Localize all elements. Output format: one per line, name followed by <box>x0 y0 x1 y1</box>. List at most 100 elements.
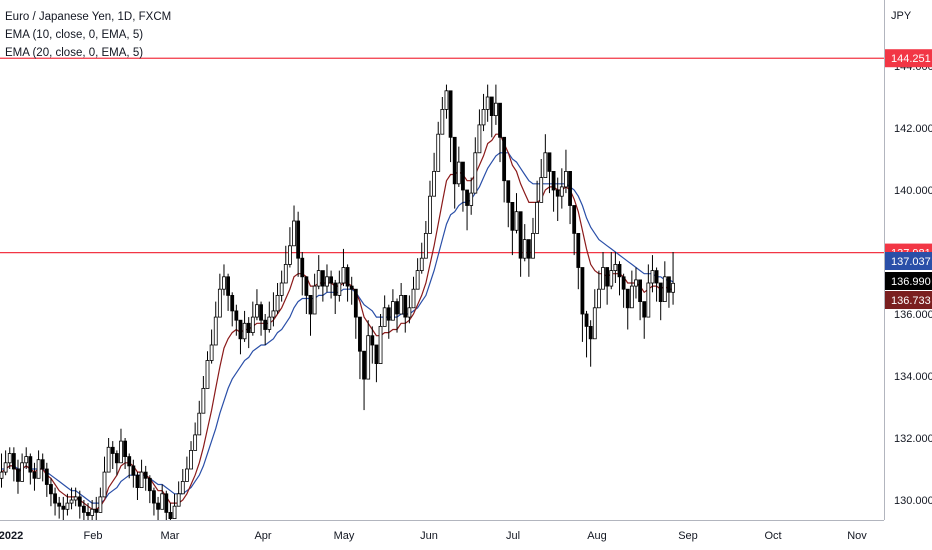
candle-body-down <box>658 282 663 303</box>
candle-body-up <box>250 316 255 334</box>
candle <box>143 465 148 491</box>
candle-body-down <box>320 270 325 287</box>
candle-body-up <box>531 232 535 259</box>
candle-body-down <box>143 471 148 479</box>
candle <box>473 137 478 194</box>
candle <box>349 276 354 305</box>
candle <box>20 453 25 482</box>
horizontal-lines[interactable] <box>0 57 884 254</box>
candle <box>461 161 465 212</box>
ema10-legend[interactable]: EMA (10, close, 0, EMA, 5) <box>5 29 144 41</box>
x-tick-label: 2022 <box>0 530 23 542</box>
candle-body-up <box>411 288 416 309</box>
candle <box>147 475 152 504</box>
candle <box>325 264 329 293</box>
candle <box>242 310 247 342</box>
candle-body-down <box>588 325 593 340</box>
y-tick-label: 142.000 <box>894 123 932 135</box>
candle <box>82 500 86 520</box>
candle <box>57 496 62 519</box>
candle-body-up <box>535 201 539 234</box>
candle <box>28 453 33 485</box>
candle-body-down <box>135 474 140 489</box>
candle-body-up <box>597 288 601 309</box>
candle <box>135 472 140 500</box>
candle <box>539 159 544 203</box>
candle-body-up <box>279 282 284 296</box>
ema20-line <box>1 152 674 504</box>
symbol-title[interactable]: Euro / Japanese Yen, 1D, FXCM <box>5 11 172 23</box>
candle <box>16 459 20 494</box>
ema20-layer <box>1 152 674 504</box>
candle <box>370 326 375 364</box>
candle-body-up <box>255 304 259 318</box>
candle <box>366 320 371 380</box>
candle <box>638 279 642 321</box>
candle-body-up <box>189 449 193 470</box>
candle <box>601 252 605 290</box>
candle-body-up <box>662 276 667 302</box>
candle-body-down <box>114 453 119 464</box>
candle <box>568 170 572 225</box>
x-tick-label: Jun <box>420 530 438 542</box>
candle-body-down <box>123 440 127 458</box>
candle <box>634 267 638 299</box>
candle <box>333 279 338 314</box>
candle <box>337 270 342 302</box>
candle-body-down <box>576 232 581 268</box>
candle-body-up <box>102 471 107 498</box>
candle <box>576 232 581 290</box>
candle-body-up <box>217 288 222 318</box>
candle-body-down <box>32 471 37 479</box>
candle <box>518 211 523 277</box>
candle-body-down <box>77 496 82 507</box>
candle-body-down <box>246 322 251 333</box>
x-axis-ticks[interactable]: 2022 Feb Mar Apr May Jun Jul Aug Sep Oct Nov <box>0 530 867 542</box>
candle-body-down <box>82 505 86 513</box>
candle <box>3 450 8 476</box>
candle-body-up <box>522 239 527 259</box>
candle-body-down <box>226 276 231 296</box>
candle-body-up <box>428 195 432 234</box>
candle-body-down <box>345 267 350 287</box>
candle-body-down <box>263 319 268 330</box>
candle-body-up <box>287 245 292 265</box>
x-tick-label: Oct <box>764 530 781 542</box>
candle <box>390 289 395 321</box>
candle <box>184 456 189 482</box>
candle-body-up <box>3 462 8 473</box>
candle <box>358 316 362 380</box>
candle-body-up <box>366 335 371 380</box>
price-tag <box>885 272 932 290</box>
candle <box>428 180 432 234</box>
ema20-legend[interactable]: EMA (20, close, 0, EMA, 5) <box>5 47 144 59</box>
candle-body-down <box>386 307 391 321</box>
candle <box>481 93 486 132</box>
candle-body-up <box>629 285 634 309</box>
candle <box>382 295 387 327</box>
candle-body-up <box>283 263 288 284</box>
candle <box>535 180 539 234</box>
candle-body-down <box>304 276 309 296</box>
candle-body-up <box>0 471 4 479</box>
candle-body-down <box>452 136 457 185</box>
candle-body-up <box>275 294 280 312</box>
candle-body-up <box>36 459 41 479</box>
candle-body-down <box>28 456 33 473</box>
candle-body-down <box>230 294 235 312</box>
candle-body-down <box>156 502 160 510</box>
candle-body-up <box>180 480 185 495</box>
candle <box>44 462 49 497</box>
candle <box>588 320 593 367</box>
candle <box>522 224 527 262</box>
candle <box>119 428 123 464</box>
x-tick-label: Jul <box>506 530 520 542</box>
candle <box>432 152 437 197</box>
candle <box>152 487 156 516</box>
price-tag-label: 136.733 <box>891 295 931 307</box>
candle <box>139 459 144 489</box>
candle-body-up <box>543 152 548 179</box>
candle-body-up <box>436 133 441 172</box>
